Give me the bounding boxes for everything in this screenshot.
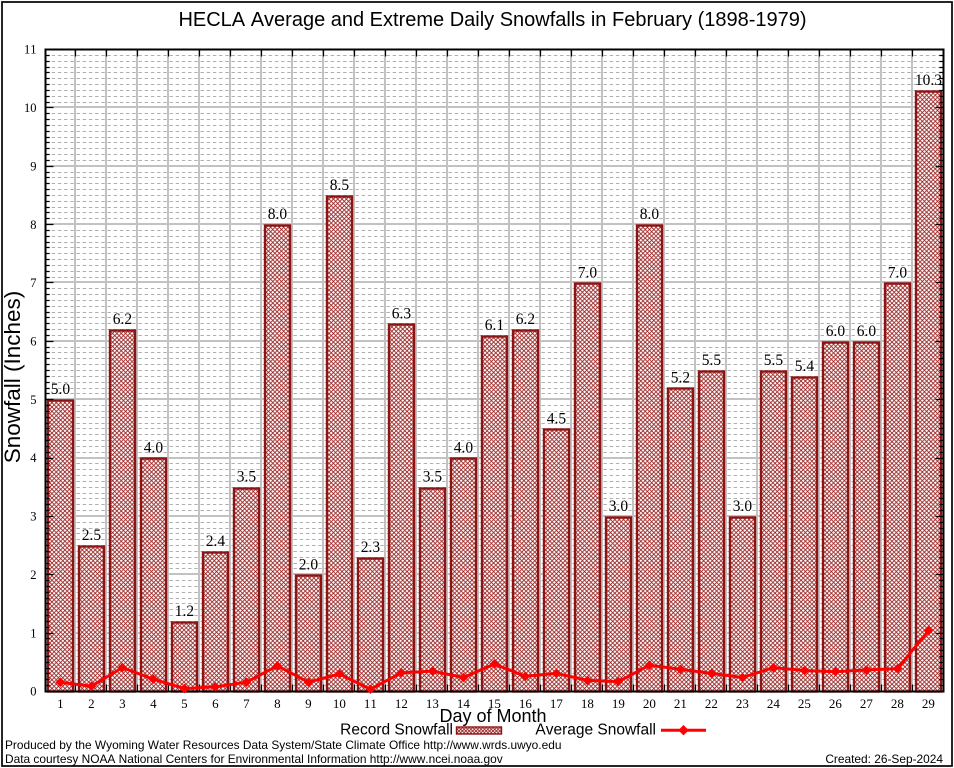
svg-text:28: 28 [891, 696, 904, 711]
svg-text:6.1: 6.1 [485, 317, 504, 334]
svg-text:20: 20 [643, 696, 656, 711]
svg-text:HECLA Average and Extreme Dail: HECLA Average and Extreme Daily Snowfall… [178, 9, 806, 31]
svg-text:4.0: 4.0 [144, 440, 164, 457]
svg-text:2: 2 [88, 696, 95, 711]
svg-text:5.0: 5.0 [51, 381, 71, 398]
svg-text:21: 21 [674, 696, 687, 711]
svg-text:7: 7 [243, 696, 250, 711]
svg-text:3.5: 3.5 [237, 469, 257, 486]
svg-text:Snowfall (Inches): Snowfall (Inches) [0, 291, 25, 464]
svg-text:11: 11 [24, 43, 37, 57]
svg-text:8: 8 [274, 696, 281, 711]
svg-text:22: 22 [705, 696, 718, 711]
svg-text:8.0: 8.0 [640, 206, 660, 223]
svg-text:7.0: 7.0 [888, 265, 908, 282]
svg-text:2.5: 2.5 [82, 527, 102, 544]
svg-text:17: 17 [550, 696, 564, 711]
svg-text:Produced by the Wyoming Water: Produced by the Wyoming Water Resources … [5, 738, 561, 752]
svg-text:9: 9 [305, 696, 312, 711]
svg-text:4.5: 4.5 [547, 410, 567, 427]
svg-text:5: 5 [181, 696, 188, 711]
svg-text:15: 15 [488, 696, 501, 711]
svg-text:6.0: 6.0 [857, 323, 877, 340]
svg-text:0: 0 [30, 685, 36, 699]
svg-text:6.0: 6.0 [826, 323, 846, 340]
svg-text:Average Snowfall: Average Snowfall [535, 722, 656, 739]
svg-text:Day of Month: Day of Month [439, 706, 546, 726]
svg-text:1: 1 [30, 626, 36, 640]
svg-text:13: 13 [426, 696, 439, 711]
svg-text:6.2: 6.2 [516, 311, 535, 328]
svg-text:7.0: 7.0 [578, 265, 598, 282]
svg-text:11: 11 [364, 696, 377, 711]
svg-text:3.5: 3.5 [423, 469, 443, 486]
svg-text:2.4: 2.4 [206, 533, 226, 550]
svg-text:8.0: 8.0 [268, 206, 288, 223]
svg-text:10: 10 [24, 101, 37, 115]
svg-text:2.3: 2.3 [361, 539, 381, 556]
svg-text:5.2: 5.2 [671, 370, 690, 387]
svg-text:5.4: 5.4 [795, 358, 815, 375]
svg-text:12: 12 [395, 696, 408, 711]
svg-text:10: 10 [333, 696, 346, 711]
svg-text:1.2: 1.2 [175, 603, 194, 620]
svg-text:5: 5 [30, 393, 36, 407]
svg-text:3: 3 [30, 510, 36, 524]
svg-text:1: 1 [57, 696, 64, 711]
svg-text:14: 14 [457, 696, 471, 711]
svg-text:23: 23 [736, 696, 749, 711]
svg-text:24: 24 [767, 696, 781, 711]
svg-text:26: 26 [829, 696, 843, 711]
svg-text:9: 9 [30, 159, 36, 173]
svg-text:6: 6 [30, 335, 36, 349]
svg-text:Record Snowfall: Record Snowfall [340, 722, 453, 739]
svg-text:6.3: 6.3 [392, 305, 412, 322]
svg-text:10.3: 10.3 [915, 72, 942, 89]
svg-text:8.5: 8.5 [330, 177, 350, 194]
svg-text:2.0: 2.0 [299, 556, 319, 573]
svg-text:4.0: 4.0 [454, 440, 474, 457]
svg-text:Data courtesy NOAA National Ce: Data courtesy NOAA National Centers for … [5, 752, 503, 766]
svg-text:4: 4 [30, 451, 37, 465]
svg-text:8: 8 [30, 218, 36, 232]
svg-text:4: 4 [150, 696, 157, 711]
svg-text:7: 7 [30, 276, 36, 290]
svg-text:Created: 26-Sep-2024: Created: 26-Sep-2024 [825, 752, 943, 766]
svg-text:2: 2 [30, 568, 36, 582]
svg-text:3.0: 3.0 [733, 498, 753, 515]
svg-text:18: 18 [581, 696, 594, 711]
svg-text:29: 29 [922, 696, 935, 711]
svg-text:5.5: 5.5 [764, 352, 784, 369]
svg-text:6: 6 [212, 696, 219, 711]
svg-text:16: 16 [519, 696, 533, 711]
svg-text:19: 19 [612, 696, 625, 711]
svg-text:25: 25 [798, 696, 811, 711]
svg-text:5.5: 5.5 [702, 352, 722, 369]
svg-text:27: 27 [860, 696, 874, 711]
svg-text:3: 3 [119, 696, 126, 711]
svg-text:6.2: 6.2 [113, 311, 132, 328]
svg-text:3.0: 3.0 [609, 498, 629, 515]
